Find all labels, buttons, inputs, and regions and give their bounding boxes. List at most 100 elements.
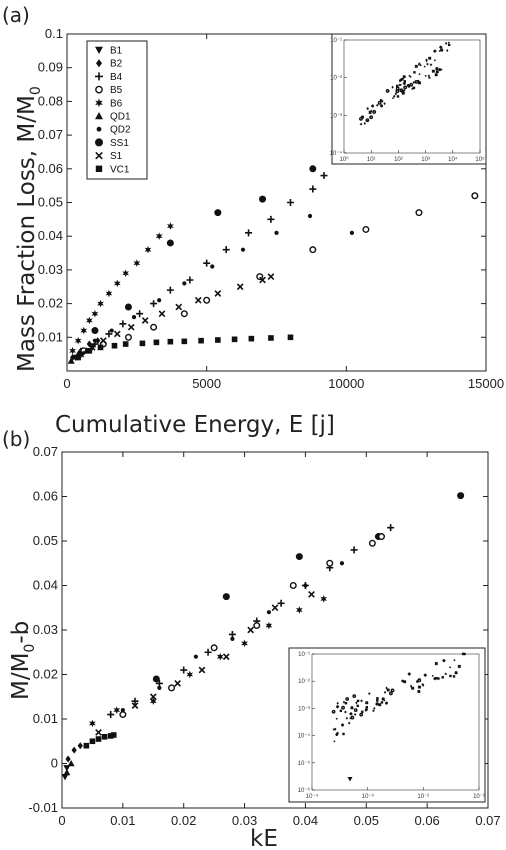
point-b6	[86, 316, 93, 325]
inset-outlier-point	[347, 777, 353, 782]
inset-point	[385, 686, 388, 690]
point-vc1	[248, 335, 255, 342]
y-tick-label: 0.07	[33, 444, 58, 459]
point-ss1	[214, 209, 222, 217]
inset-b-axes	[311, 653, 480, 791]
panel-b-ylabel-suffix: -b	[8, 621, 34, 644]
point-b4	[286, 199, 294, 206]
point-vc1	[167, 338, 174, 345]
x-tick-label: 0.04	[293, 813, 318, 828]
legend-label-b2: B2	[110, 59, 123, 70]
inset-point	[409, 684, 413, 688]
point-s1	[113, 330, 121, 338]
inset-point	[375, 103, 379, 107]
inset-y-tick-label: 10⁻³	[330, 113, 342, 119]
point-vc1	[287, 334, 294, 341]
inset-point	[446, 49, 449, 53]
inset-point	[366, 108, 369, 110]
inset-point	[447, 41, 450, 44]
legend-label-qd1: QD1	[110, 112, 131, 123]
point-b1	[63, 765, 71, 772]
inset-point	[345, 697, 350, 701]
point-ss1	[309, 165, 317, 173]
legend-marker-b6	[95, 98, 103, 108]
inset-point	[395, 84, 399, 88]
legend-label-s1: S1	[110, 151, 123, 162]
point-b4	[204, 648, 212, 656]
inset-point	[401, 679, 404, 683]
inset-point	[344, 710, 347, 714]
point-ss1	[152, 675, 160, 683]
point-s1	[127, 323, 135, 331]
y-tick-label: 0.06	[38, 161, 63, 176]
point-b4	[245, 229, 253, 237]
inset-point	[439, 45, 443, 49]
x-tick-label: 0.02	[171, 813, 196, 828]
x-tick-label: 0.03	[232, 813, 257, 828]
legend-label-b5: B5	[110, 85, 123, 96]
point-vc1	[83, 742, 90, 749]
point-qd2	[266, 610, 272, 615]
point-qd2	[307, 213, 313, 219]
point-ss1	[124, 303, 132, 311]
inset-b-frame	[288, 647, 486, 803]
point-b6	[122, 269, 129, 278]
inset-point	[356, 704, 359, 708]
point-qd1	[67, 760, 75, 767]
inset-point	[335, 717, 338, 720]
point-s1	[141, 317, 149, 324]
panel-a-ylabel: Mass Fraction Loss, M/M0	[14, 86, 44, 372]
inset-point	[368, 110, 372, 115]
inset-point	[389, 691, 393, 696]
inset-point	[342, 732, 345, 736]
point-s1	[267, 273, 275, 281]
inset-point	[360, 699, 363, 703]
inset-point	[402, 75, 406, 79]
panel-a-label: (a)	[2, 3, 30, 27]
inset-x-tick-label: 10⁰	[339, 156, 349, 163]
inset-point	[444, 41, 448, 46]
point-b5	[378, 533, 386, 541]
inset-point	[402, 679, 407, 684]
x-tick-label: 0.01	[110, 813, 135, 828]
point-b5	[203, 296, 211, 304]
inset-point	[380, 104, 384, 108]
inset-point	[352, 694, 357, 699]
legend-marker-qd1	[95, 112, 103, 120]
y-tick-label: 0.03	[33, 622, 58, 637]
inset-point	[345, 716, 348, 720]
point-s1	[149, 693, 157, 701]
inset-y-tick-label: 10⁻¹	[330, 38, 342, 44]
y-tick-label: 0.02	[38, 296, 63, 311]
inset-point	[442, 659, 446, 663]
point-vc1	[153, 339, 160, 346]
inset-x-tick-label: 10⁴	[448, 156, 458, 163]
point-s1	[198, 666, 206, 674]
inset-point	[427, 76, 431, 80]
point-b6	[241, 639, 248, 648]
point-s1	[247, 626, 255, 634]
inset-point	[365, 705, 369, 709]
point-b6	[113, 279, 121, 288]
inset-point	[427, 56, 432, 60]
inset-point	[355, 701, 358, 705]
y-tick-label: 0.09	[38, 60, 63, 75]
point-b5	[210, 644, 218, 652]
inset-point	[434, 72, 438, 77]
inset-point	[409, 82, 414, 87]
inset-point	[350, 705, 354, 710]
y-tick-label: 0.01	[38, 329, 63, 344]
point-b6	[149, 697, 157, 706]
point-b4	[155, 679, 163, 687]
inset-point	[403, 80, 407, 83]
inset-a-axes	[343, 39, 481, 154]
point-vc1	[111, 342, 118, 349]
legend-marker-qd2	[96, 126, 102, 132]
inset-point	[407, 85, 411, 88]
panel-a-ticks: 0 5000 10000 15000 0.01 0.02 0.03 0.04 0.05 0.06 0…	[38, 26, 504, 391]
inset-point	[383, 690, 387, 694]
legend-marker-vc1	[95, 165, 103, 172]
point-b4	[166, 286, 174, 294]
inset-point	[424, 74, 427, 77]
legend-marker-b5	[95, 85, 103, 94]
